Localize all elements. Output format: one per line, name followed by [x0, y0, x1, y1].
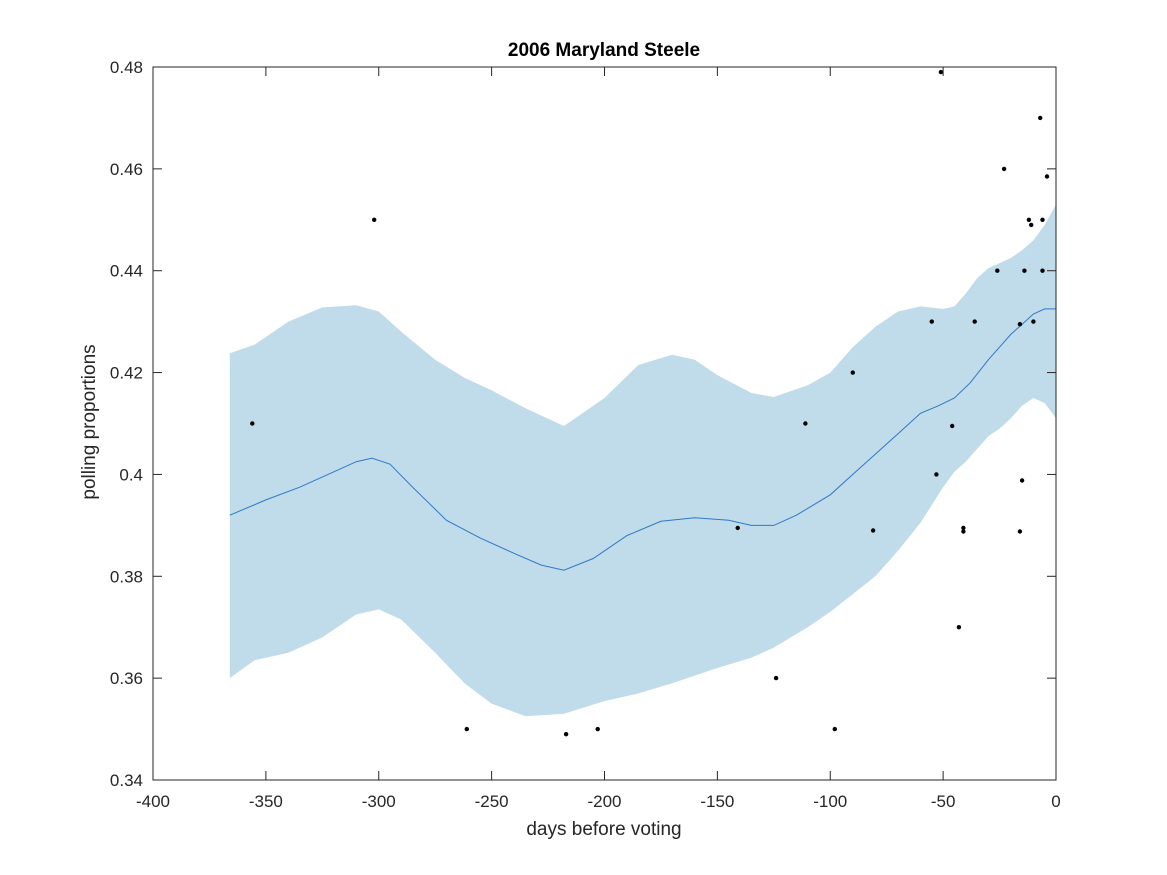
- data-point: [372, 217, 377, 222]
- data-point: [1038, 115, 1043, 121]
- mean-line: [229, 308, 1056, 571]
- data-point: [950, 423, 955, 429]
- x-tick-label: -200: [587, 792, 621, 811]
- data-point: [929, 319, 934, 324]
- x-tick-label: -300: [362, 792, 396, 811]
- data-point: [1017, 529, 1023, 534]
- x-tick-label: -350: [249, 792, 283, 811]
- confidence-band: [229, 204, 1057, 717]
- data-point: [803, 421, 808, 426]
- y-tick-label: 0.46: [110, 160, 143, 179]
- data-point: [961, 525, 966, 531]
- data-point: [1029, 222, 1034, 228]
- data-point: [850, 370, 855, 375]
- data-point: [773, 675, 779, 681]
- data-point: [464, 726, 469, 732]
- data-point: [1031, 319, 1036, 324]
- data-point: [1001, 166, 1007, 172]
- data-point: [956, 625, 962, 630]
- data-point: [832, 726, 837, 732]
- data-point: [972, 319, 977, 324]
- data-point: [1019, 478, 1025, 483]
- y-tick-label: 0.38: [110, 567, 143, 586]
- data-point: [1022, 268, 1027, 273]
- data-point: [250, 421, 255, 426]
- data-point: [1044, 174, 1050, 179]
- data-point: [870, 528, 876, 533]
- y-tick-label: 0.48: [110, 58, 143, 77]
- data-point: [1026, 217, 1032, 222]
- x-tick-label: -400: [136, 792, 170, 811]
- data-point: [934, 472, 939, 477]
- data-point: [961, 529, 966, 534]
- data-point: [1017, 322, 1023, 327]
- y-tick-label: 0.4: [119, 465, 143, 484]
- plot-area: -400 -350 -300 -250 -200 -150 -100 -50 0 0.34 0.36…: [110, 58, 1061, 811]
- y-axis-label: polling proportions: [79, 344, 100, 499]
- x-tick-label: -250: [475, 792, 509, 811]
- y-tick-label: 0.42: [110, 364, 143, 383]
- data-point: [735, 525, 740, 531]
- y-tick-label: 0.36: [110, 669, 143, 688]
- data-point: [938, 69, 944, 75]
- data-point: [995, 268, 1000, 273]
- y-tick-label: 0.44: [110, 262, 143, 281]
- data-point: [595, 726, 600, 732]
- x-tick-label: -100: [813, 792, 847, 811]
- x-tick-label: 0: [1051, 792, 1060, 811]
- x-tick-label: -50: [931, 792, 956, 811]
- x-tick-label: -150: [700, 792, 734, 811]
- y-tick-label: 0.34: [110, 771, 143, 790]
- x-axis-label: days before voting: [526, 819, 681, 840]
- data-point: [563, 732, 569, 737]
- data-point: [1040, 268, 1045, 273]
- data-point: [1040, 217, 1045, 222]
- chart-title: 2006 Maryland Steele: [508, 40, 700, 61]
